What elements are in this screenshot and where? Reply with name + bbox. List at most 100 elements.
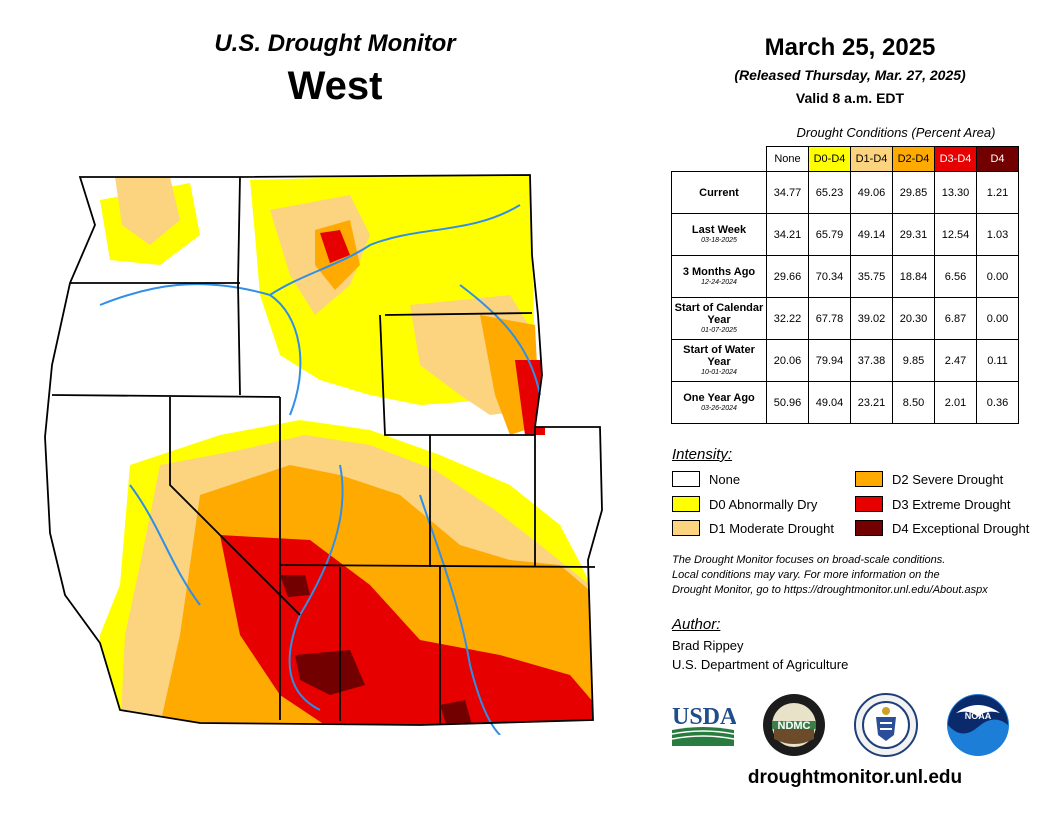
table-cell: 23.21 <box>850 381 893 424</box>
author-title: Author: <box>672 616 721 633</box>
table-cell: 50.96 <box>766 381 809 424</box>
map-date: March 25, 2025 <box>764 34 936 61</box>
table-cell: 35.75 <box>850 255 893 298</box>
legend-label: D1 Moderate Drought <box>709 520 835 536</box>
table-cell: 39.02 <box>850 297 893 340</box>
legend-label: None <box>709 471 741 487</box>
table-cell: 1.03 <box>976 213 1019 256</box>
table-cell: 8.50 <box>892 381 935 424</box>
legend-item-d4: D4 Exceptional Drought <box>855 520 1029 536</box>
col-header: D3-D4 <box>934 146 977 172</box>
table-cell: 67.78 <box>808 297 851 340</box>
table-cell: 0.00 <box>976 255 1019 298</box>
svg-text:USDA: USDA <box>672 704 736 730</box>
rivers <box>99 204 541 735</box>
legend-swatch <box>672 520 700 536</box>
author-org: U.S. Department of Agriculture <box>672 657 849 672</box>
legend-label: D2 Severe Drought <box>892 471 1004 487</box>
svg-text:NOAA: NOAA <box>965 711 992 721</box>
conditions-table: None D0-D4 D1-D4 D2-D4 D3-D4 D4 Current … <box>671 146 1019 424</box>
svg-text:NDMC: NDMC <box>778 720 811 732</box>
usda-logo: USDA <box>671 704 736 746</box>
website-url[interactable]: droughtmonitor.unl.edu <box>747 767 963 788</box>
table-cell: 0.00 <box>976 297 1019 340</box>
table-cell: 79.94 <box>808 339 851 382</box>
table-row: Current 34.77 65.23 49.06 29.85 13.30 1.… <box>671 171 1019 214</box>
legend-item-d0: D0 Abnormally Dry <box>672 496 817 512</box>
drought-areas <box>45 175 602 725</box>
row-label: Current <box>671 171 767 214</box>
table-cell: 34.77 <box>766 171 809 214</box>
row-label: One Year Ago 03-26-2024 <box>671 381 767 424</box>
legend-item-d3: D3 Extreme Drought <box>855 496 1011 512</box>
legend-swatch <box>672 496 700 512</box>
col-header: D1-D4 <box>850 146 893 172</box>
legend-item-d2: D2 Severe Drought <box>855 471 1003 487</box>
legend-swatch <box>672 471 700 487</box>
table-cell: 37.38 <box>850 339 893 382</box>
conditions-caption: Drought Conditions (Percent Area) <box>796 125 996 140</box>
doc-seal-logo <box>854 693 918 757</box>
table-cell: 13.30 <box>934 171 977 214</box>
author-name: Brad Rippey <box>672 638 744 653</box>
table-cell: 29.85 <box>892 171 935 214</box>
table-cell: 18.84 <box>892 255 935 298</box>
d4-area-newmexico <box>440 700 472 725</box>
table-cell: 29.66 <box>766 255 809 298</box>
table-cell: 65.79 <box>808 213 851 256</box>
row-label: Start of Calendar Year 01-07-2025 <box>671 297 767 340</box>
d4-area-arizona <box>295 650 365 695</box>
table-cell: 32.22 <box>766 297 809 340</box>
table-cell: 20.30 <box>892 297 935 340</box>
valid-time: Valid 8 a.m. EDT <box>795 90 905 106</box>
release-date: (Released Thursday, Mar. 27, 2025) <box>734 67 966 83</box>
table-cell: 0.36 <box>976 381 1019 424</box>
table-cell: 65.23 <box>808 171 851 214</box>
map-title: U.S. Drought Monitor <box>214 30 456 57</box>
table-cell: 49.14 <box>850 213 893 256</box>
legend-swatch <box>855 471 883 487</box>
legend-label: D3 Extreme Drought <box>892 496 1011 512</box>
col-header: D4 <box>976 146 1019 172</box>
region-title: West <box>287 64 383 108</box>
noaa-logo: NOAA <box>947 694 1009 756</box>
drought-map <box>44 174 603 735</box>
legend-item-none: None <box>672 471 740 487</box>
table-cell: 70.34 <box>808 255 851 298</box>
table-cell: 29.31 <box>892 213 935 256</box>
table-cell: 0.11 <box>976 339 1019 382</box>
legend-swatch <box>855 496 883 512</box>
row-label: Start of Water Year 10-01-2024 <box>671 339 767 382</box>
d4-area-nevada <box>280 575 310 597</box>
table-cell: 20.06 <box>766 339 809 382</box>
legend-label: D4 Exceptional Drought <box>892 520 1030 536</box>
table-cell: 9.85 <box>892 339 935 382</box>
table-cell: 6.56 <box>934 255 977 298</box>
legend-label: D0 Abnormally Dry <box>709 496 818 512</box>
table-cell: 34.21 <box>766 213 809 256</box>
table-row: One Year Ago 03-26-2024 50.96 49.04 23.21… <box>671 381 1019 424</box>
d1-area-nw <box>115 177 180 245</box>
table-cell: 2.47 <box>934 339 977 382</box>
d3-area-north <box>320 230 350 263</box>
legend-title: Intensity: <box>672 446 733 463</box>
table-corner <box>672 147 767 172</box>
table-row: Start of Calendar Year 01-07-2025 32.22 6… <box>671 297 1019 340</box>
table-cell: 49.04 <box>808 381 851 424</box>
table-cell: 12.54 <box>934 213 977 256</box>
col-header: None <box>766 146 809 172</box>
legend-swatch <box>855 520 883 536</box>
legend-item-d1: D1 Moderate Drought <box>672 520 834 536</box>
state-boundaries <box>44 174 603 726</box>
col-header: D2-D4 <box>892 146 935 172</box>
table-row: Last Week 03-18-2025 34.21 65.79 49.14 29… <box>671 213 1019 256</box>
row-label: 3 Months Ago 12-24-2024 <box>671 255 767 298</box>
table-cell: 49.06 <box>850 171 893 214</box>
table-cell: 2.01 <box>934 381 977 424</box>
table-row: 3 Months Ago 12-24-2024 29.66 70.34 35.75… <box>671 255 1019 298</box>
table-cell: 1.21 <box>976 171 1019 214</box>
table-cell: 6.87 <box>934 297 977 340</box>
row-label: Last Week 03-18-2025 <box>671 213 767 256</box>
table-row: Start of Water Year 10-01-2024 20.06 79.9… <box>671 339 1019 382</box>
ndmc-logo: NDMC <box>763 694 825 756</box>
